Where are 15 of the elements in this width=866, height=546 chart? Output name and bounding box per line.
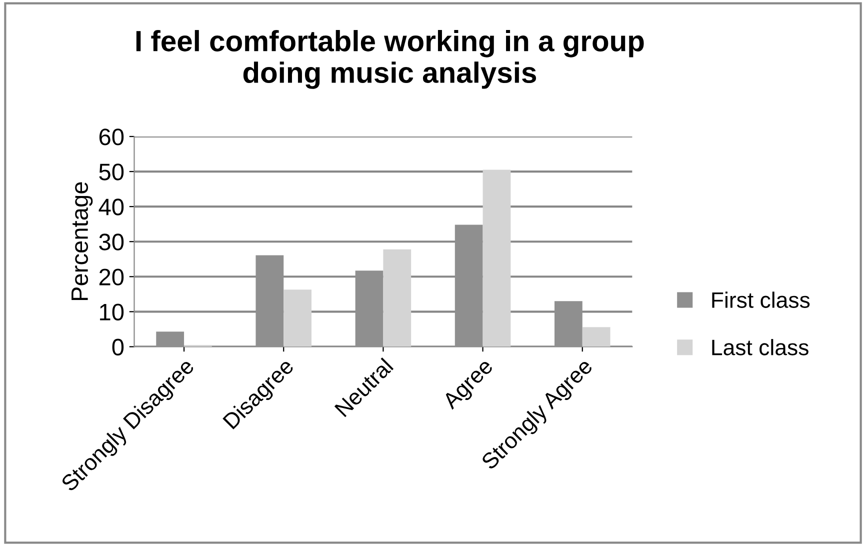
y-tick-label: 30 <box>99 234 124 250</box>
y-axis-title: Percentage <box>72 182 93 300</box>
legend-label: Last class <box>712 339 808 356</box>
legend-label: First class <box>712 292 810 308</box>
y-tick-label: 50 <box>99 164 124 180</box>
bar <box>284 290 312 347</box>
y-tick-label: 20 <box>99 268 124 286</box>
bar <box>582 327 610 347</box>
y-tick-label: 40 <box>98 198 124 216</box>
bar <box>383 249 412 347</box>
chart-title: I feel comfortable working in a group doing music analysis <box>136 30 644 89</box>
y-tick-label: 60 <box>99 128 124 146</box>
y-tick-label: 0 <box>112 338 124 356</box>
y-tick-label: 10 <box>100 304 124 320</box>
bar <box>482 170 511 347</box>
